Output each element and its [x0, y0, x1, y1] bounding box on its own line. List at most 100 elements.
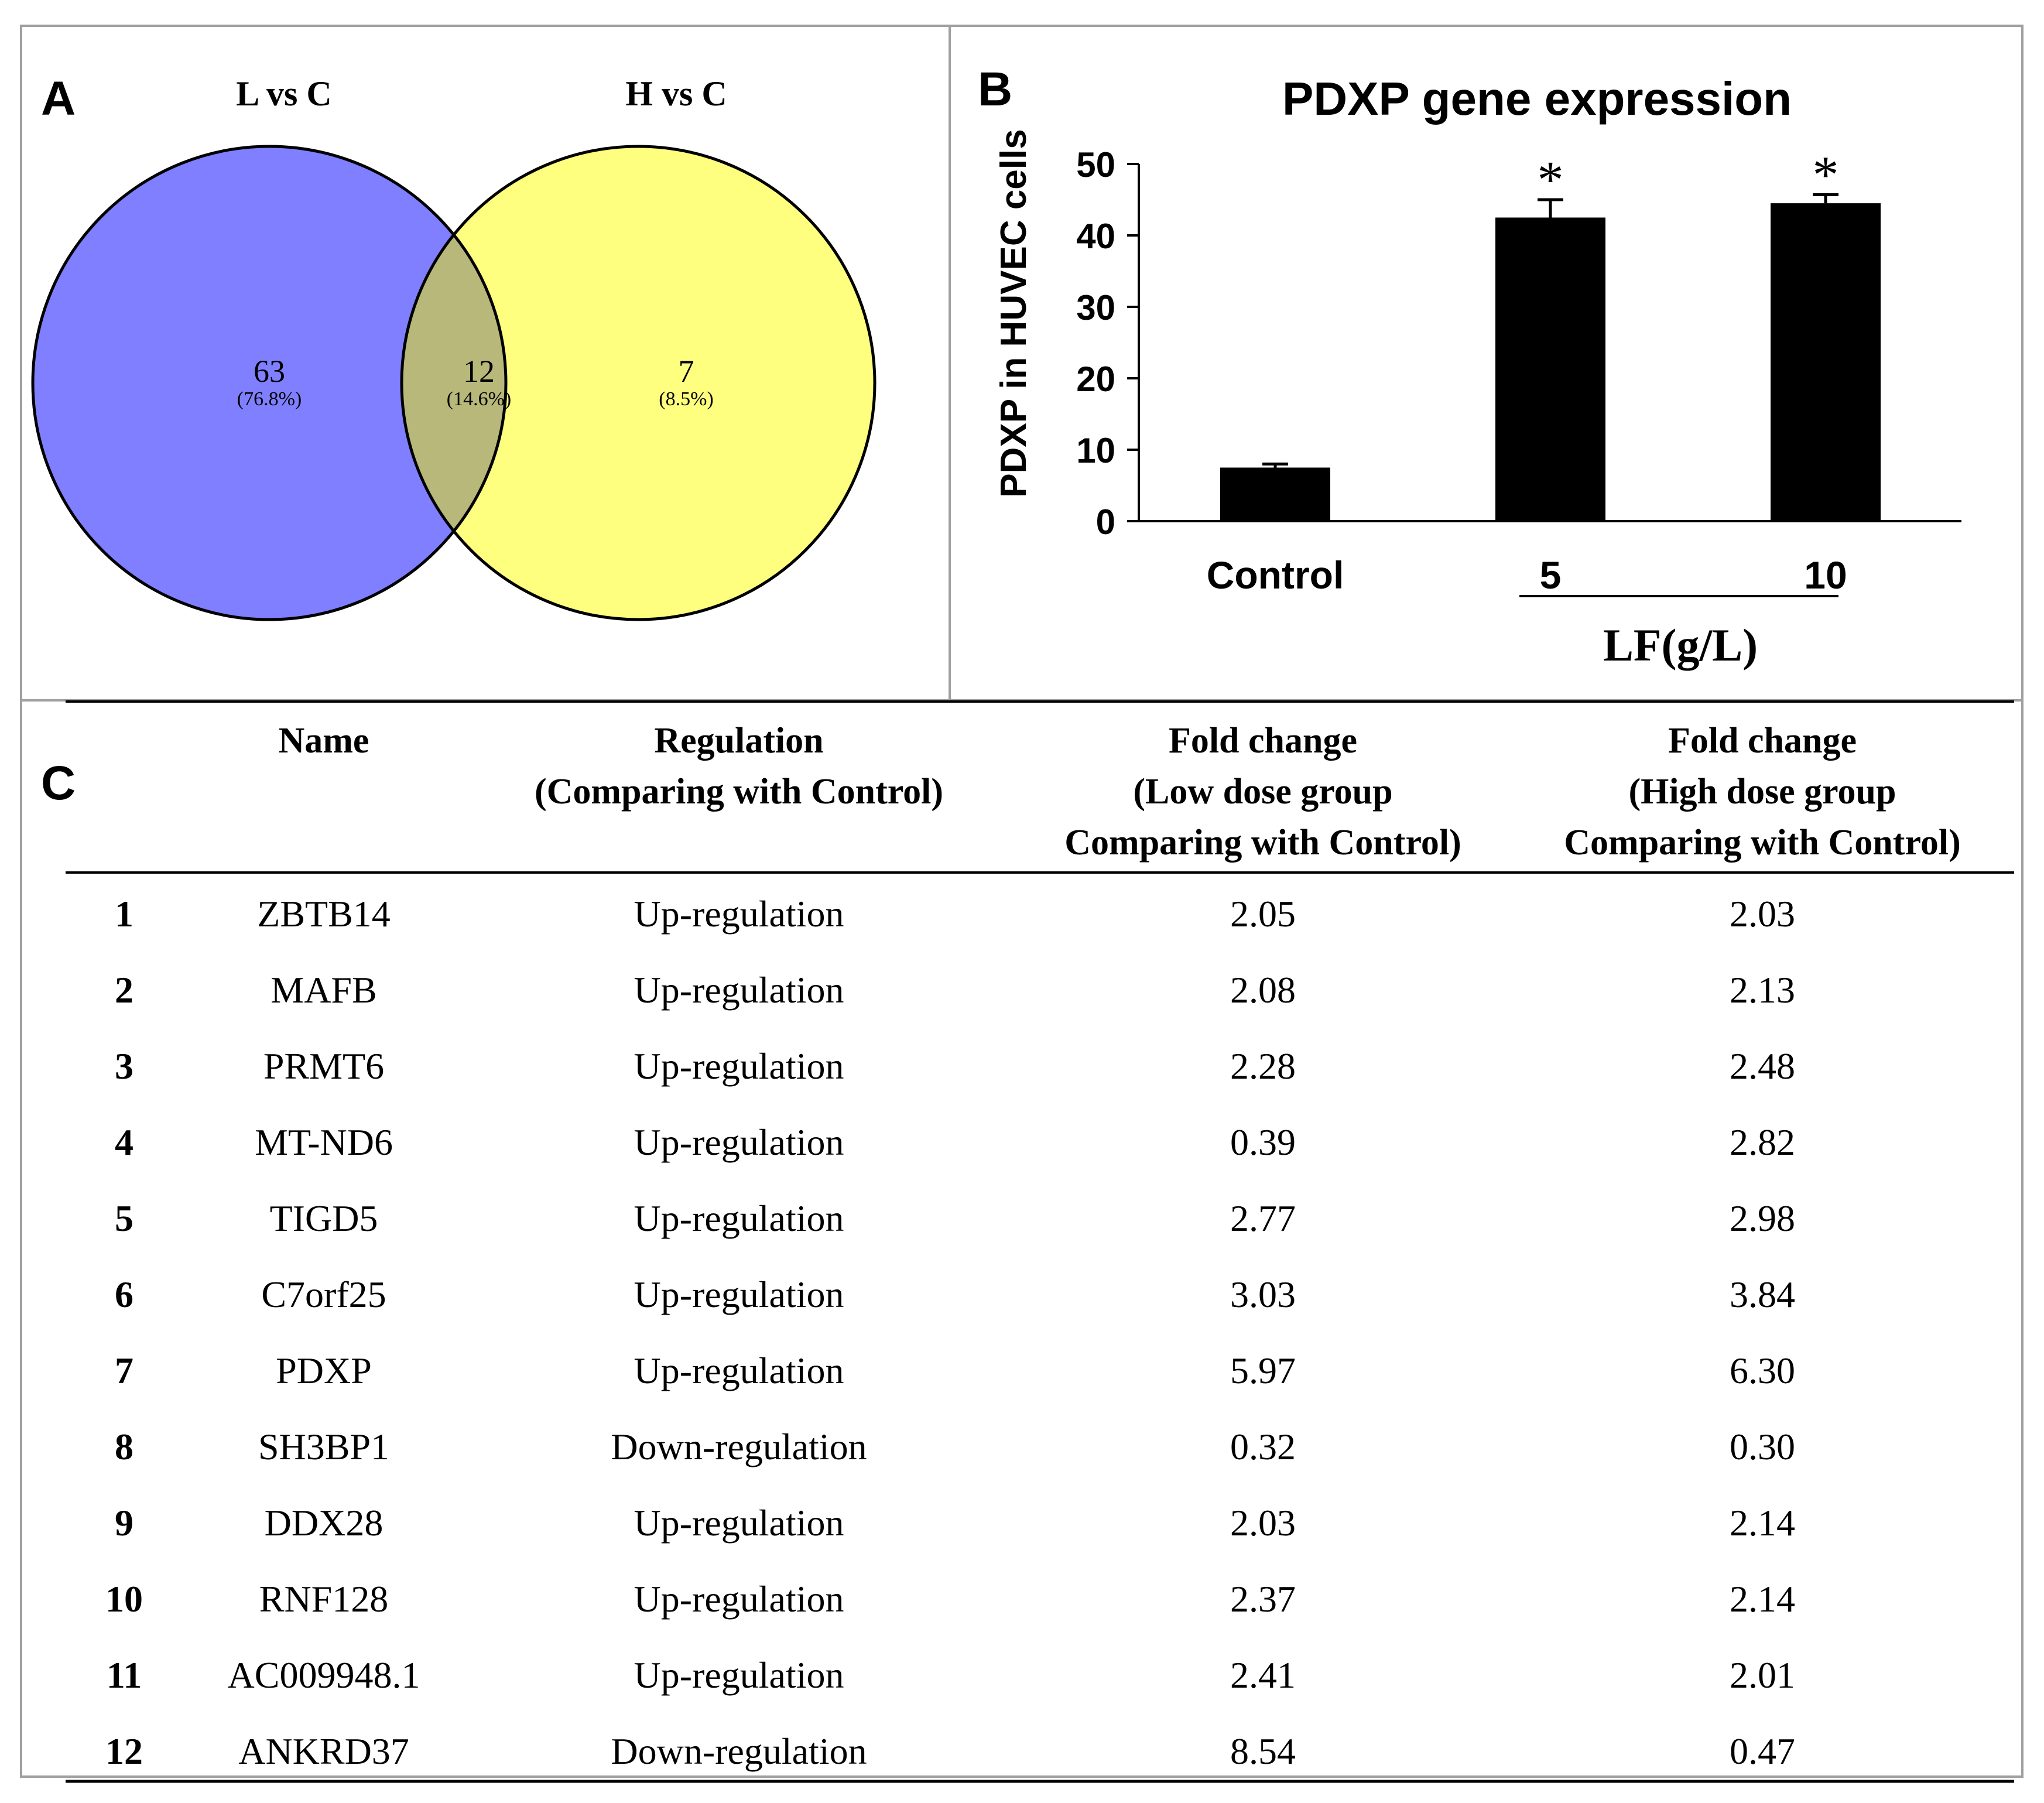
table-cell: TIGD5 — [270, 1198, 378, 1239]
venn-right-count: 7 — [679, 354, 694, 389]
table-cell: Down-regulation — [611, 1426, 867, 1467]
table-cell: PRMT6 — [263, 1045, 384, 1087]
x-tick-label: 5 — [1540, 553, 1562, 597]
chart-title: PDXP gene expression — [1282, 73, 1792, 125]
x-tick-label: 10 — [1804, 553, 1847, 597]
table-header-cell: (High dose group — [1628, 772, 1896, 812]
table-cell: 2.05 — [1230, 893, 1296, 935]
table-cell: 2 — [115, 969, 133, 1011]
table-cell: 2.03 — [1730, 893, 1795, 935]
table-cell: 2.98 — [1730, 1198, 1795, 1239]
table-row: 2 MAFB Up-regulation 2.08 2.13 — [115, 969, 1795, 1011]
table-cell: MT-ND6 — [255, 1121, 393, 1163]
table-cell: 3 — [115, 1045, 133, 1087]
bar — [1771, 203, 1881, 522]
table-cell: RNF128 — [259, 1578, 389, 1620]
panel-c: C Name Regulation (Comparing with Control)… — [41, 700, 2014, 1783]
table-row: 9 DDX28 Up-regulation 2.03 2.14 — [115, 1502, 1795, 1544]
table-cell: Up-regulation — [634, 893, 844, 935]
y-axis-label: PDXP in HUVEC cells — [994, 129, 1034, 497]
panel-b: B PDXP gene expression PDXP in HUVEC cel… — [978, 63, 1961, 670]
venn-circle-left-outline — [31, 145, 508, 621]
table-cell: Up-regulation — [634, 1578, 844, 1620]
table-header-cell: Name — [279, 721, 369, 761]
table-cell: 2.28 — [1230, 1045, 1296, 1087]
table-cell: Up-regulation — [634, 1121, 844, 1163]
y-tick-label: 10 — [1076, 431, 1115, 470]
panel-a: A L vs C H vs C 63 (76.8%) 12 (14.6%) 7 … — [31, 72, 877, 621]
table-header-cell: (Comparing with Control) — [535, 772, 943, 812]
table-cell: 0.32 — [1230, 1426, 1296, 1467]
table-cell: 2.03 — [1230, 1502, 1296, 1544]
table-row: 3 PRMT6 Up-regulation 2.28 2.48 — [115, 1045, 1795, 1087]
table-cell: MAFB — [271, 969, 376, 1011]
table-cell: AC009948.1 — [228, 1654, 420, 1696]
table-cell: 2.41 — [1230, 1654, 1296, 1696]
panel-a-label: A — [41, 72, 76, 125]
significance-marker: * — [1538, 151, 1564, 209]
venn-left-count: 63 — [254, 354, 285, 389]
table-cell: 8 — [115, 1426, 133, 1467]
venn-circle-left — [33, 146, 506, 620]
table-header-cell: Comparing with Control) — [1564, 823, 1960, 863]
bars: Control * 5 * 10 — [1207, 146, 1881, 597]
table-row: 6 C7orf25 Up-regulation 3.03 3.84 — [115, 1274, 1795, 1315]
table-cell: 2.82 — [1730, 1121, 1795, 1163]
bar — [1220, 467, 1330, 521]
table-cell: 5.97 — [1230, 1350, 1296, 1391]
x-tick-label: Control — [1207, 553, 1344, 597]
table-cell: 9 — [115, 1502, 133, 1544]
venn-right-percent: (8.5%) — [659, 388, 713, 410]
table-cell: 10 — [105, 1578, 143, 1620]
table-header-cell: (Low dose group — [1133, 772, 1392, 812]
table-cell: 3.84 — [1730, 1274, 1795, 1315]
y-tick-label: 20 — [1076, 360, 1115, 399]
table-row: 1 ZBTB14 Up-regulation 2.05 2.03 — [115, 893, 1795, 935]
table-cell: Up-regulation — [634, 1198, 844, 1239]
table-header-cell: Fold change — [1169, 721, 1357, 761]
table-cell: 2.13 — [1730, 969, 1795, 1011]
table-cell: PDXP — [276, 1350, 372, 1391]
table-cell: 3.03 — [1230, 1274, 1296, 1315]
table-cell: Up-regulation — [634, 1654, 844, 1696]
table-cell: Up-regulation — [634, 1274, 844, 1315]
table-cell: 0.47 — [1730, 1730, 1795, 1772]
table-cell: 6.30 — [1730, 1350, 1795, 1391]
table-cell: ANKRD37 — [238, 1730, 409, 1772]
table-cell: 2.08 — [1230, 969, 1296, 1011]
table-row: 11 AC009948.1 Up-regulation 2.41 2.01 — [107, 1654, 1795, 1696]
table-cell: Up-regulation — [634, 1502, 844, 1544]
table-row: 10 RNF128 Up-regulation 2.37 2.14 — [105, 1578, 1795, 1620]
table-cell: Up-regulation — [634, 1045, 844, 1087]
table-cell: 2.77 — [1230, 1198, 1296, 1239]
venn-overlap-percent: (14.6%) — [447, 388, 511, 410]
panel-b-label: B — [978, 63, 1012, 116]
table-cell: 5 — [115, 1198, 133, 1239]
y-tick-label: 0 — [1096, 502, 1115, 542]
venn-left-percent: (76.8%) — [237, 388, 302, 410]
significance-marker: * — [1813, 146, 1839, 204]
panel-c-label: C — [41, 757, 76, 810]
table-header-cell: Regulation — [654, 721, 823, 761]
y-tick-label: 30 — [1076, 288, 1115, 327]
table-header-cell: Comparing with Control) — [1064, 823, 1461, 863]
bar — [1495, 217, 1605, 521]
table-row: 8 SH3BP1 Down-regulation 0.32 0.30 — [115, 1426, 1795, 1467]
venn-circle-right-outline — [400, 145, 877, 621]
venn-set-label-left: L vs C — [236, 74, 331, 113]
table-cell: 1 — [115, 893, 133, 935]
table-cell: 2.01 — [1730, 1654, 1795, 1696]
table-cell: SH3BP1 — [258, 1426, 389, 1467]
table-cell: 0.30 — [1730, 1426, 1795, 1467]
table-cell: 4 — [115, 1121, 133, 1163]
y-tick-label: 50 — [1076, 145, 1115, 184]
table-cell: Up-regulation — [634, 969, 844, 1011]
table-cell: 6 — [115, 1274, 133, 1315]
table-cell: 12 — [105, 1730, 143, 1772]
table-cell: Down-regulation — [611, 1730, 867, 1772]
table-cell: 2.14 — [1730, 1502, 1795, 1544]
table-row: 4 MT-ND6 Up-regulation 0.39 2.82 — [115, 1121, 1795, 1163]
table-row: 12 ANKRD37 Down-regulation 8.54 0.47 — [105, 1730, 1795, 1772]
